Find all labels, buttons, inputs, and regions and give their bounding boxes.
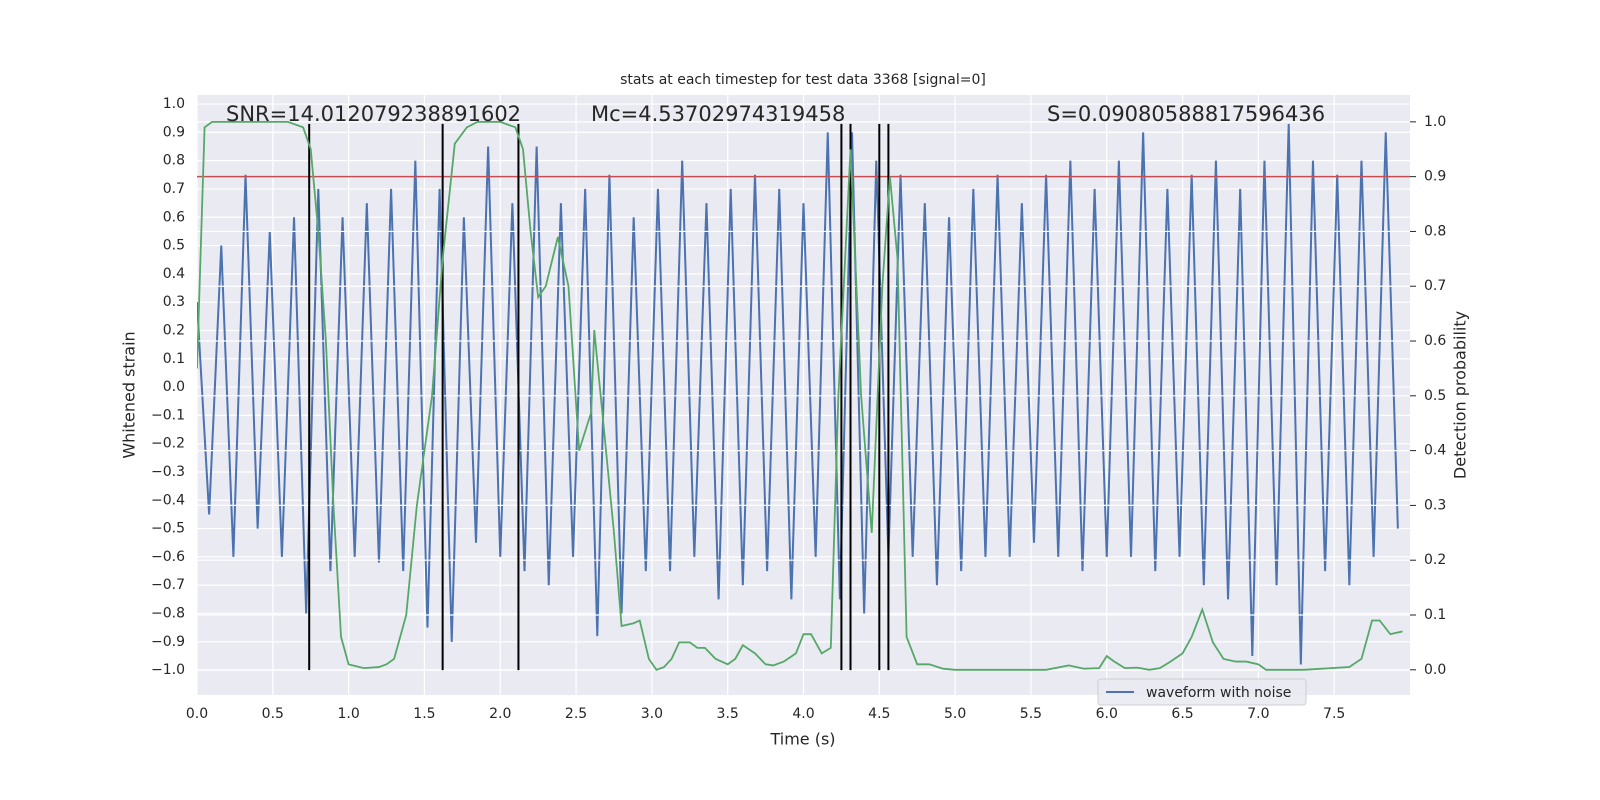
y-tick-label: 0.3	[163, 294, 185, 310]
y-tick-label: 0.2	[163, 322, 185, 338]
legend-box	[1097, 678, 1307, 706]
y2-tick-label: 1.0	[1424, 114, 1446, 130]
y-tick-label: 0.4	[163, 266, 185, 282]
y2-tick-label: 0.6	[1424, 333, 1446, 349]
y-tick-label: 0.6	[163, 209, 185, 225]
y2-tick-label: 0.0	[1424, 662, 1446, 678]
x-tick-label: 5.0	[944, 706, 966, 722]
annotation: SNR=14.012079238891602	[226, 102, 521, 126]
y2-tick-label: 0.1	[1424, 607, 1446, 623]
annotation: Mc=4.53702974319458	[591, 102, 845, 126]
x-tick-label: 2.5	[565, 706, 587, 722]
y2-tick-label: 0.7	[1424, 278, 1446, 294]
x-tick-label: 3.0	[641, 706, 663, 722]
x-tick-label: 1.0	[337, 706, 359, 722]
x-tick-label: 7.0	[1247, 706, 1269, 722]
y-tick-label: −0.2	[151, 436, 185, 452]
y-tick-label: −0.9	[151, 634, 185, 650]
x-tick-label: 7.5	[1323, 706, 1345, 722]
x-tick-label: 3.5	[717, 706, 739, 722]
x-tick-label: 4.0	[792, 706, 814, 722]
y-tick-label: −0.6	[151, 549, 185, 565]
x-tick-label: 6.5	[1171, 706, 1193, 722]
y-tick-label: 0.9	[163, 124, 185, 140]
y-tick-label: −0.3	[151, 464, 185, 480]
x-tick-label: 0.5	[262, 706, 284, 722]
annotation: S=0.09080588817596436	[1047, 102, 1325, 126]
y-tick-label: −0.7	[151, 577, 185, 593]
x-tick-label: 5.5	[1020, 706, 1042, 722]
y2-axis-label: Detection probability	[1451, 311, 1470, 479]
y-tick-label: 0.1	[163, 351, 185, 367]
probability-line	[197, 120, 1403, 671]
y2-tick-label: 0.3	[1424, 497, 1446, 513]
y-tick-label: 0.5	[163, 238, 185, 254]
y-tick-label: 0.8	[163, 153, 185, 169]
waveform-line	[197, 123, 1399, 665]
overlay-layer: waveform with noise	[1097, 678, 1307, 706]
y-tick-label: −0.8	[151, 605, 185, 621]
legend-label: waveform with noise	[1146, 685, 1291, 701]
x-tick-label: 0.0	[186, 706, 208, 722]
y-tick-label: 1.0	[163, 96, 185, 112]
y-tick-label: −1.0	[151, 662, 185, 678]
y2-tick-label: 0.9	[1424, 169, 1446, 185]
data-layer	[197, 120, 1410, 671]
y2-tick-label: 0.5	[1424, 388, 1446, 404]
y-tick-label: −0.1	[151, 407, 185, 423]
x-tick-label: 1.5	[413, 706, 435, 722]
y2-tick-label: 0.8	[1424, 223, 1446, 239]
y-tick-label: −0.4	[151, 492, 185, 508]
y2-tick-label: 0.2	[1424, 552, 1446, 568]
x-tick-label: 6.0	[1096, 706, 1118, 722]
chart-title: stats at each timestep for test data 336…	[620, 72, 986, 88]
x-tick-label: 4.5	[868, 706, 890, 722]
y-axis-label: Whitened strain	[120, 331, 139, 458]
y2-tick-label: 0.4	[1424, 443, 1446, 459]
y-tick-label: 0.0	[163, 379, 185, 395]
y-tick-label: −0.5	[151, 521, 185, 537]
x-tick-label: 2.0	[489, 706, 511, 722]
y-tick-label: 0.7	[163, 181, 185, 197]
x-axis-label: Time (s)	[769, 730, 835, 749]
